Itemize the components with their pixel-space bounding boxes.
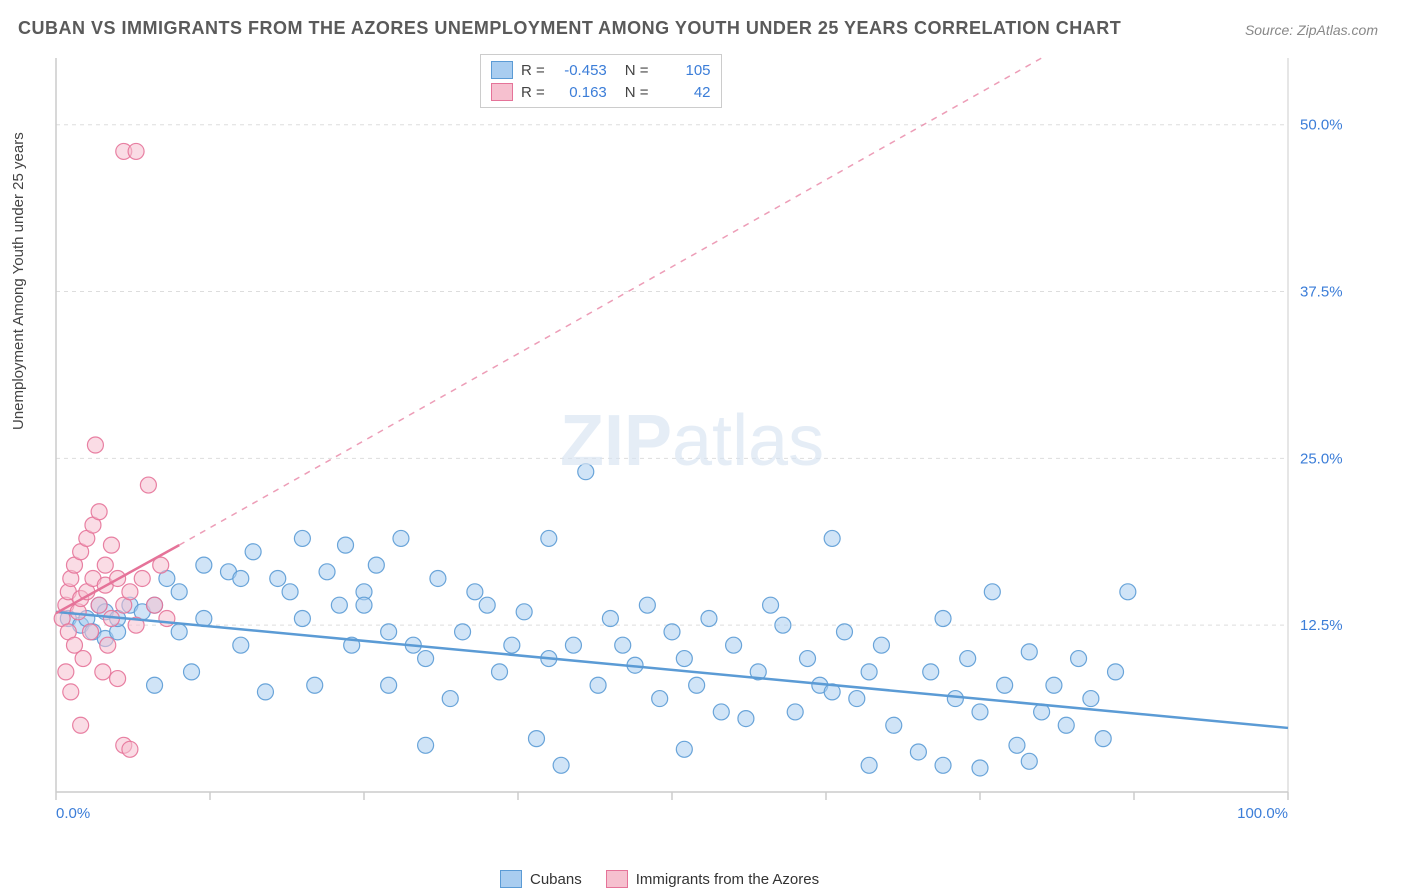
svg-text:0.0%: 0.0% — [56, 805, 90, 822]
chart-title: CUBAN VS IMMIGRANTS FROM THE AZORES UNEM… — [18, 18, 1121, 39]
legend-swatch — [491, 61, 513, 79]
scatter-plot: 12.5% 25.0% 37.5% 50.0% 0.0% 100.0% — [48, 50, 1358, 830]
legend-r-value: 0.163 — [557, 84, 607, 101]
legend-n-value: 42 — [661, 84, 711, 101]
legend-label: Immigrants from the Azores — [636, 871, 819, 888]
svg-text:50.0%: 50.0% — [1300, 117, 1343, 134]
legend-n-value: 105 — [661, 62, 711, 79]
legend-n-label: N = — [625, 62, 649, 79]
source-label: Source: ZipAtlas.com — [1245, 22, 1378, 38]
y-axis-label: Unemployment Among Youth under 25 years — [10, 132, 27, 430]
legend-row: R = -0.453 N = 105 — [491, 59, 711, 81]
svg-text:12.5%: 12.5% — [1300, 617, 1343, 634]
legend-r-label: R = — [521, 62, 545, 79]
svg-text:100.0%: 100.0% — [1237, 805, 1288, 822]
legend-row: R = 0.163 N = 42 — [491, 81, 711, 103]
legend-r-label: R = — [521, 84, 545, 101]
legend-item: Immigrants from the Azores — [606, 870, 819, 888]
series-legend: Cubans Immigrants from the Azores — [500, 870, 819, 888]
svg-text:25.0%: 25.0% — [1300, 450, 1343, 467]
chart-area: 12.5% 25.0% 37.5% 50.0% 0.0% 100.0% — [48, 50, 1358, 830]
legend-swatch — [491, 83, 513, 101]
svg-text:37.5%: 37.5% — [1300, 284, 1343, 301]
correlation-legend: R = -0.453 N = 105 R = 0.163 N = 42 — [480, 54, 722, 108]
legend-swatch — [606, 870, 628, 888]
legend-n-label: N = — [625, 84, 649, 101]
legend-label: Cubans — [530, 871, 582, 888]
legend-swatch — [500, 870, 522, 888]
legend-item: Cubans — [500, 870, 582, 888]
legend-r-value: -0.453 — [557, 62, 607, 79]
